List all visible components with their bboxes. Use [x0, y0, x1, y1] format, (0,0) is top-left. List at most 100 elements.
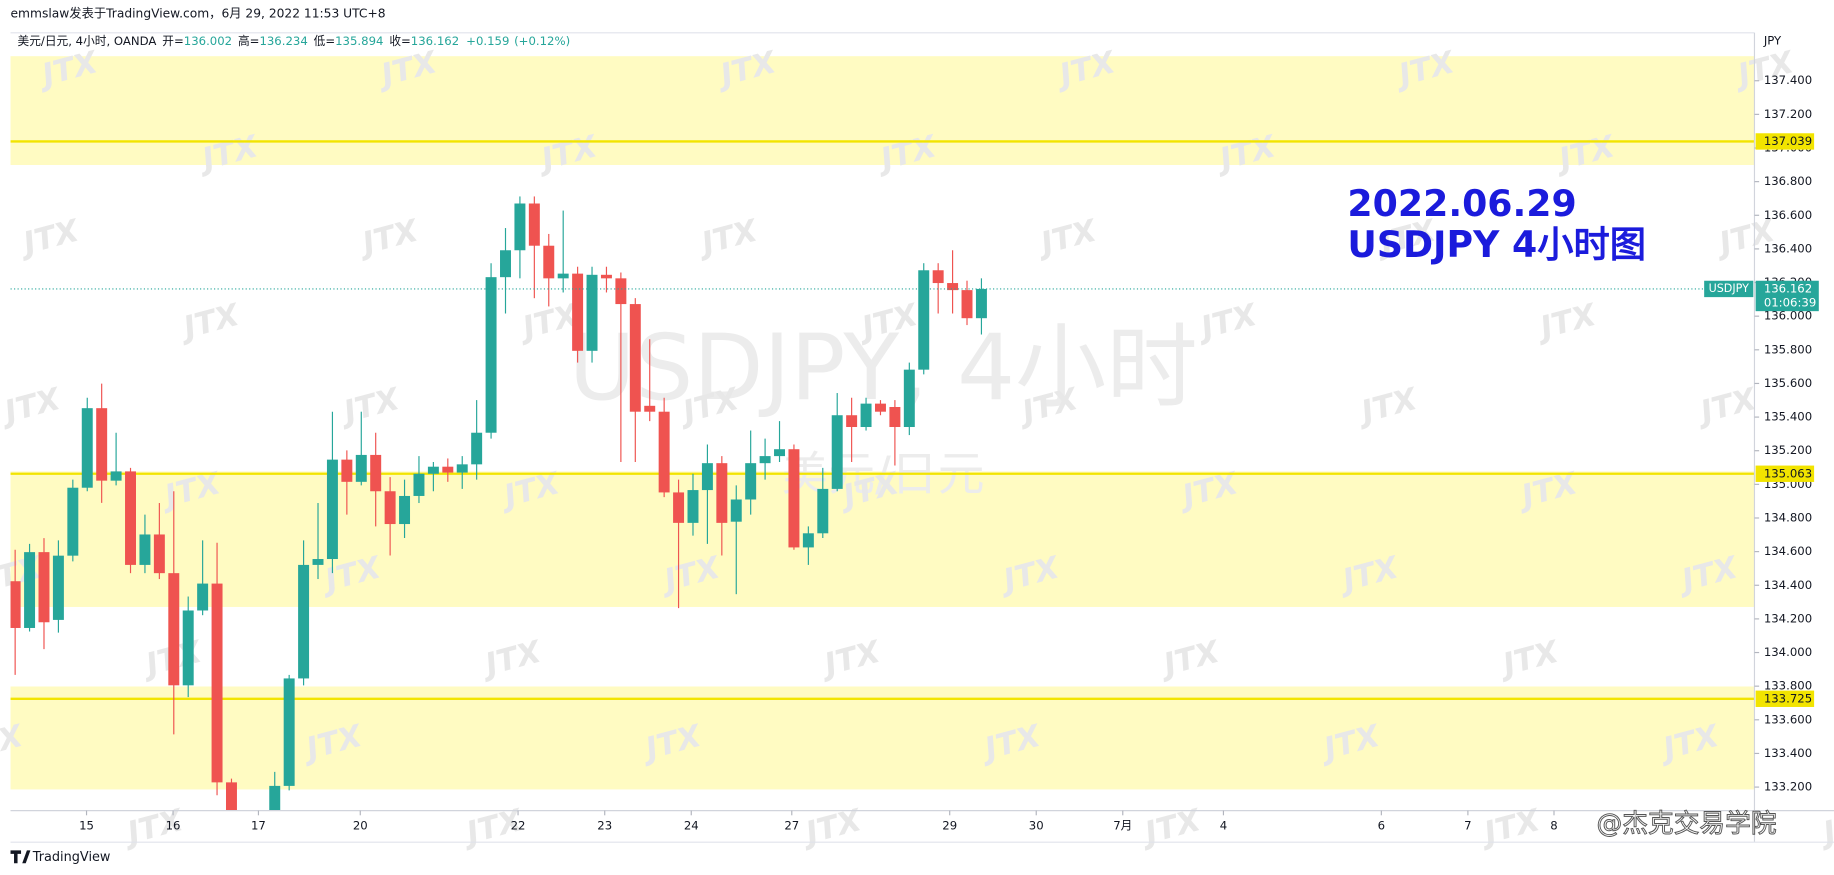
x-tick-label: 27 — [784, 818, 799, 832]
symbol-tag-box — [1704, 280, 1754, 298]
candle-body — [485, 277, 497, 433]
legend-value: 136.162 — [411, 33, 459, 47]
legend-label: 开= — [162, 33, 183, 47]
x-tick-label: 7月 — [1113, 818, 1132, 832]
countdown: 01:06:39 — [1764, 295, 1817, 309]
candle-body — [528, 203, 540, 246]
candle-body — [947, 283, 959, 291]
y-tick-label: 133.600 — [1764, 712, 1812, 726]
candle-body — [759, 456, 771, 464]
candle-body — [10, 581, 21, 628]
level-label-box — [1755, 133, 1815, 150]
y-tick-label: 134.600 — [1764, 544, 1812, 558]
y-tick-label: 133.800 — [1764, 679, 1812, 693]
candle-body — [211, 583, 223, 783]
candle-body — [413, 473, 425, 496]
level-label-box — [1755, 690, 1815, 707]
legend-change-pct: (+0.12%) — [514, 33, 570, 47]
candle-body — [427, 466, 439, 474]
symbol-watermark: USDJPY, 4小时 — [569, 314, 1198, 421]
y-tick-label: 134.800 — [1764, 510, 1812, 524]
level-label: 133.725 — [1764, 691, 1812, 705]
level-label: 135.063 — [1764, 466, 1812, 480]
legend-value: 136.002 — [184, 33, 232, 47]
candle-body — [788, 449, 800, 548]
annotation: USDJPY 4小时图 — [1347, 223, 1646, 266]
candle-body — [341, 459, 353, 482]
candle-body — [600, 274, 612, 279]
y-tick-label: 135.400 — [1764, 410, 1812, 424]
legend-label: 高= — [238, 33, 259, 47]
candle-body — [730, 499, 742, 522]
symbol-tag: USDJPY — [1709, 282, 1749, 295]
candle-body — [831, 415, 843, 489]
candle-body — [644, 405, 656, 412]
candle-body — [586, 274, 598, 351]
x-tick-label: 16 — [166, 818, 181, 832]
legend-value: 136.234 — [259, 33, 307, 47]
candle-body — [802, 533, 814, 548]
x-tick-label: 15 — [79, 818, 94, 832]
y-tick-label: 134.200 — [1764, 611, 1812, 625]
candle-body — [471, 432, 483, 465]
axis-unit: JPY — [1763, 33, 1782, 47]
candle-body — [24, 552, 36, 628]
x-tick-label: 24 — [684, 818, 699, 832]
candle-body — [701, 463, 713, 491]
candle-body — [96, 408, 108, 481]
level-label: 137.039 — [1764, 134, 1812, 148]
x-tick-label: 7 — [1464, 818, 1471, 832]
candle-body — [312, 559, 324, 565]
candle-body — [975, 288, 987, 319]
x-tick-label: 17 — [251, 818, 266, 832]
candle-body — [139, 534, 151, 565]
zone — [10, 56, 1755, 165]
candle-body — [687, 490, 699, 523]
x-tick-label: 22 — [511, 818, 526, 832]
x-tick-label: 23 — [597, 818, 612, 832]
candle-body — [225, 782, 237, 811]
y-tick-label: 136.600 — [1764, 208, 1812, 222]
candle-body — [182, 610, 194, 686]
candle-body — [399, 495, 411, 525]
candle-body — [370, 454, 382, 492]
brand-logo — [10, 850, 31, 864]
candle-body — [355, 454, 367, 482]
candle-body — [298, 564, 310, 679]
candle-body — [889, 406, 901, 428]
legend-change: +0.159 — [466, 33, 509, 47]
y-tick-label: 134.400 — [1764, 578, 1812, 592]
candle-body — [81, 408, 93, 488]
credit-watermark: @杰克交易学院 — [1597, 809, 1777, 839]
candle-body — [673, 492, 685, 523]
candle-body — [269, 785, 281, 811]
candle-body — [817, 488, 829, 534]
legend-label: 低= — [314, 33, 335, 47]
candle-body — [110, 471, 122, 481]
candle-body — [629, 304, 641, 412]
last-price-box — [1755, 280, 1819, 312]
candle-body — [500, 250, 511, 278]
candle-body — [932, 270, 944, 284]
y-tick-label: 137.200 — [1764, 107, 1812, 121]
candle-body — [326, 459, 338, 560]
y-tick-label: 135.600 — [1764, 376, 1812, 390]
overlay: 137.039 135.063 133.725 USDJPY 136.162 01:06:… — [18, 33, 1819, 707]
candle-body — [774, 449, 786, 457]
candle-body — [846, 415, 858, 428]
candle-body — [38, 552, 50, 623]
candle-body — [716, 463, 728, 523]
candle-body — [557, 273, 569, 279]
candle-body — [903, 369, 915, 428]
y-tick-label: 135.200 — [1764, 443, 1812, 457]
y-tick-label: 136.400 — [1764, 241, 1812, 255]
y-tick-label: 135.800 — [1764, 342, 1812, 356]
candle-body — [658, 411, 670, 493]
candle-body — [874, 403, 886, 412]
candle-body — [918, 270, 930, 370]
candle-body — [197, 583, 209, 611]
legend-label: 收= — [389, 33, 410, 47]
y-tick-label: 134.000 — [1764, 645, 1812, 659]
candle-body — [153, 534, 165, 574]
